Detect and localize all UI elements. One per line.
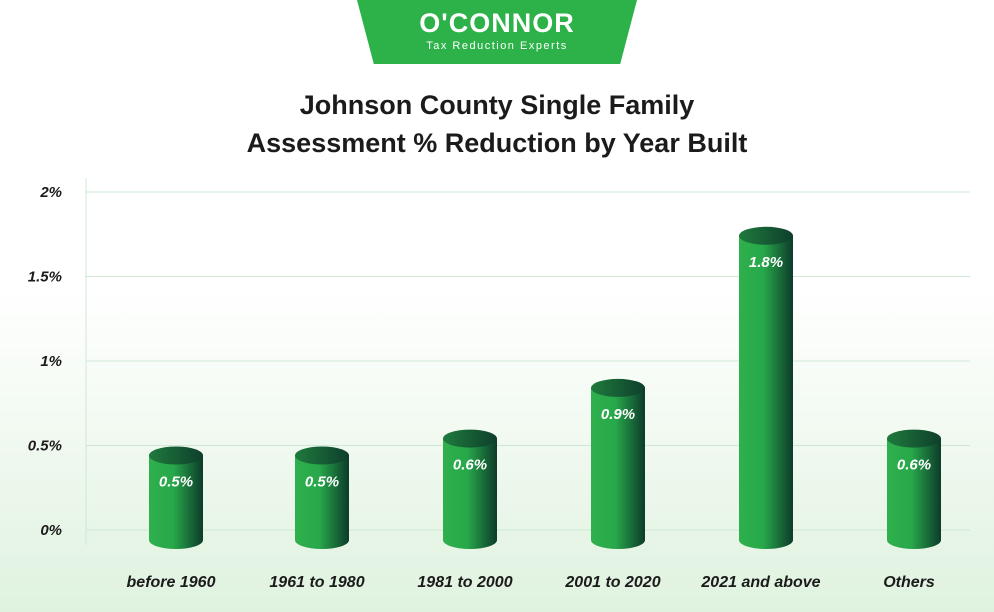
bar-cap [739, 226, 793, 245]
bar-cap [443, 429, 497, 448]
y-tick-label: 1% [40, 353, 62, 370]
x-tick-label: 2001 to 2020 [564, 574, 660, 591]
bar-cap [149, 446, 203, 465]
data-label: 0.6% [897, 457, 931, 474]
bar-body [887, 438, 941, 549]
data-label: 0.6% [453, 457, 487, 474]
bar-others [887, 429, 941, 549]
x-tick-label: 1961 to 1980 [269, 574, 364, 591]
bar-cap [591, 378, 645, 397]
data-label: 0.5% [305, 474, 339, 491]
bar-body [591, 387, 645, 549]
y-tick-label: 2% [39, 184, 62, 201]
bar-cap [887, 429, 941, 448]
bar-1981-to-2000 [443, 429, 497, 549]
bar-body [443, 438, 497, 549]
data-label: 0.5% [159, 474, 193, 491]
bar-2021-and-above [739, 226, 793, 550]
bar-cap [295, 446, 349, 465]
chart-title-line-1: Johnson County Single Family [299, 90, 695, 120]
y-tick-label: 1.5% [28, 269, 62, 286]
y-tick-label: 0.5% [28, 438, 62, 455]
data-label: 0.9% [601, 406, 635, 423]
x-tick-label: before 1960 [127, 574, 216, 591]
bar-body [149, 455, 203, 549]
x-tick-label: 1981 to 2000 [417, 574, 512, 591]
bar-body [739, 235, 793, 550]
brand-logo: O'CONNOR Tax Reduction Experts [357, 0, 637, 64]
bar-1961-to-1980 [295, 446, 349, 549]
bar-body [295, 455, 349, 549]
bar-2001-to-2020 [591, 378, 645, 549]
data-label: 1.8% [749, 254, 783, 271]
x-tick-label: Others [883, 574, 935, 591]
x-tick-label: 2021 and above [700, 574, 820, 591]
brand-name: O'CONNOR [419, 8, 575, 38]
chart-title: Johnson County Single Family Assessment … [0, 86, 994, 162]
chart-title-line-2: Assessment % Reduction by Year Built [246, 128, 748, 158]
y-tick-label: 0% [40, 522, 62, 539]
brand-tagline: Tax Reduction Experts [426, 40, 568, 52]
bar-before-1960 [149, 446, 203, 549]
